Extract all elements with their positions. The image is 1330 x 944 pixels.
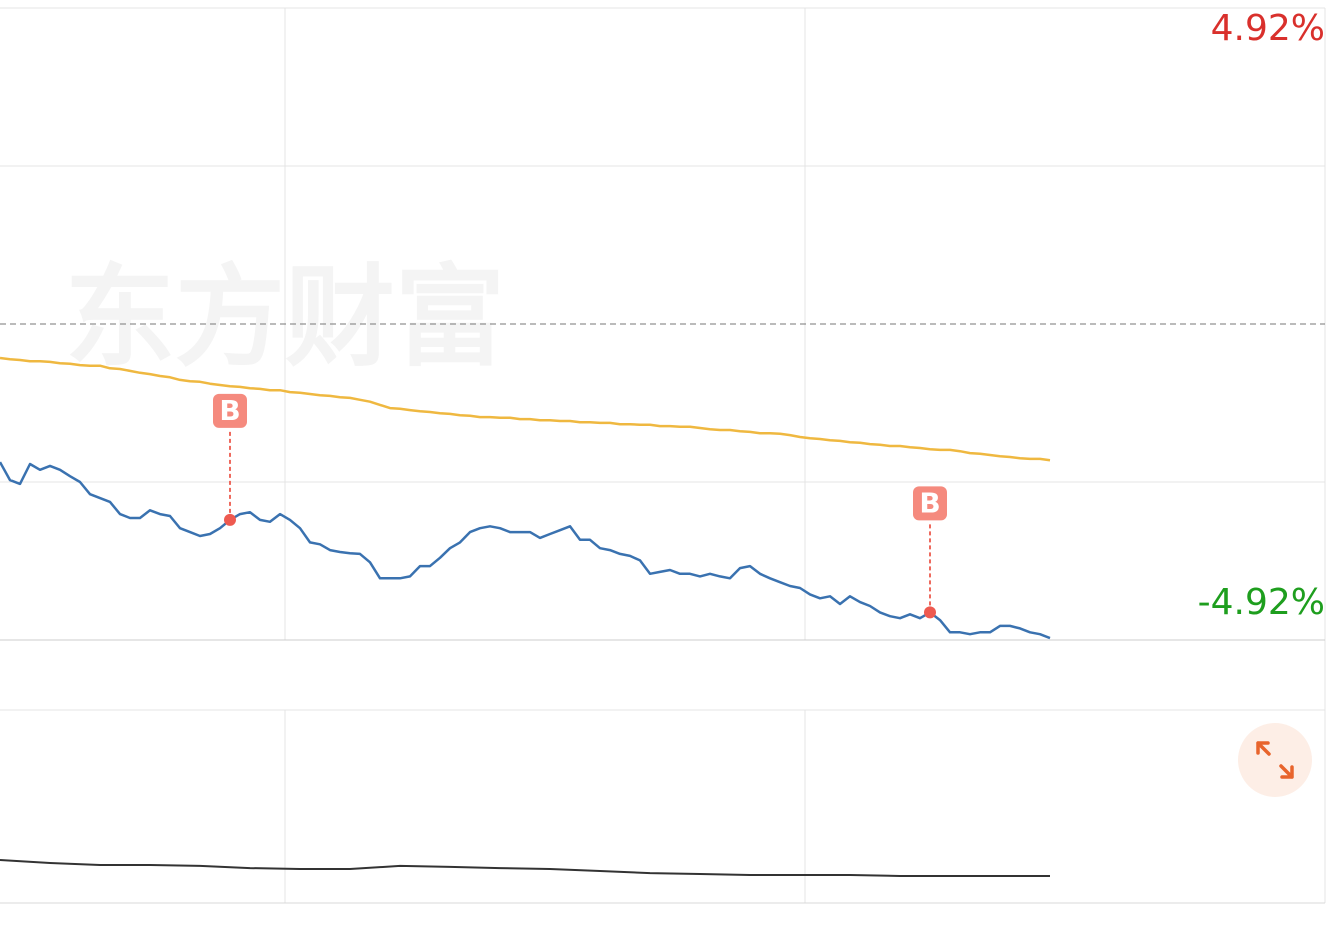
signal-badge — [913, 486, 947, 521]
line-series — [0, 461, 1051, 640]
signal-label: B — [919, 486, 940, 519]
signal-point — [224, 513, 236, 526]
signal-point — [924, 606, 936, 619]
line-series — [0, 356, 1051, 462]
signal-label: B — [219, 394, 240, 427]
line-series — [0, 859, 1050, 877]
expand-icon[interactable] — [1256, 741, 1294, 779]
expand-button[interactable] — [1238, 723, 1312, 797]
signal-badge — [213, 393, 247, 428]
plot: 4.92% -4.92% B B — [0, 7, 1325, 877]
expand-circle[interactable] — [1238, 723, 1312, 797]
y-tick-label: -4.92% — [1198, 582, 1325, 623]
y-tick-label: 4.92% — [1211, 8, 1325, 49]
